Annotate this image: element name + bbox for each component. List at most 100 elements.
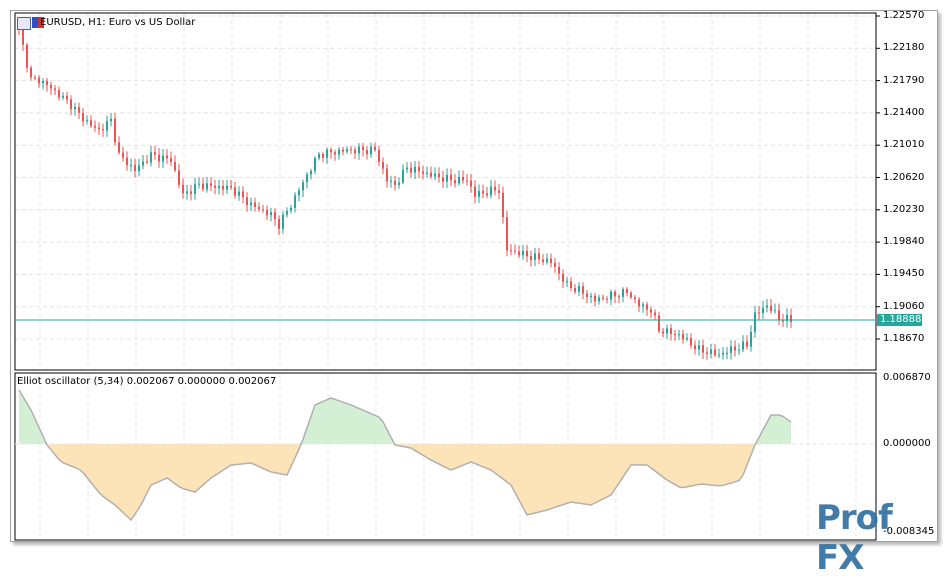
candle-body (770, 305, 772, 311)
candle-body (210, 183, 212, 186)
price-axis-label: 1.18670 (883, 333, 925, 344)
candle-body (754, 312, 756, 332)
candle-body (426, 172, 428, 174)
candle-body (478, 191, 480, 197)
prof-fx-logo: Prof FX (816, 498, 893, 578)
candle-body (510, 250, 512, 252)
candle-body (206, 183, 208, 190)
candle-body (94, 125, 96, 128)
candle-body (682, 334, 684, 340)
candle-body (270, 212, 272, 216)
candle-body (190, 191, 192, 194)
candle-body (778, 310, 780, 321)
candle-body (330, 149, 332, 153)
candle-body (178, 170, 180, 185)
candle-body (690, 338, 692, 346)
candle-body (66, 95, 68, 100)
candle-body (530, 256, 532, 260)
candle-body (494, 186, 496, 191)
osc-axis-max: 0.006870 (883, 372, 931, 383)
candle-body (726, 352, 728, 354)
candle-body (750, 331, 752, 347)
candle-body (26, 44, 28, 68)
candle-body (258, 206, 260, 210)
chart-properties-icon[interactable] (17, 17, 31, 30)
candle-body (562, 273, 564, 282)
candle-body (570, 281, 572, 288)
candle-body (470, 180, 472, 187)
candle-body (290, 207, 292, 211)
candle-body (542, 259, 544, 263)
candle-body (62, 95, 64, 98)
main-pane-border (14, 12, 877, 371)
osc-axis-zero: 0.000000 (883, 438, 931, 449)
candle-body (382, 162, 384, 169)
candle-body (354, 149, 356, 154)
candle-body (634, 297, 636, 300)
candle-body (666, 328, 668, 334)
candle-body (710, 349, 712, 355)
candle-body (418, 166, 420, 172)
candle-body (234, 187, 236, 196)
candle-body (714, 349, 716, 356)
candle-body (158, 154, 160, 162)
candle-body (618, 296, 620, 298)
candle-body (154, 152, 156, 155)
price-axis-label: 1.21400 (883, 106, 925, 118)
candle-body (538, 253, 540, 260)
candle-body (46, 80, 48, 86)
chart-title: EURUSD, H1: Euro vs US Dollar (40, 17, 196, 28)
candle-body (594, 295, 596, 302)
candle-body (670, 328, 672, 335)
indicator-title: Elliot oscillator (5,34) 0.002067 0.0000… (17, 376, 277, 387)
candle-body (694, 345, 696, 350)
candle-body (238, 191, 240, 196)
candle-body (286, 210, 288, 215)
candle-body (630, 292, 632, 298)
candle-body (34, 77, 36, 79)
candle-body (586, 293, 588, 297)
candle-body (278, 219, 280, 229)
candle-body (450, 174, 452, 181)
candle-body (170, 158, 172, 162)
price-axis-label: 1.19060 (883, 300, 925, 312)
candle-body (734, 346, 736, 351)
candle-body (322, 153, 324, 158)
candle-body (410, 167, 412, 173)
candle-body (54, 88, 56, 91)
candle-body (774, 310, 776, 312)
candle-body (78, 107, 80, 113)
candle-body (678, 334, 680, 336)
candle-body (622, 288, 624, 297)
candle-body (134, 164, 136, 172)
candle-body (518, 251, 520, 256)
candle-body (642, 304, 644, 307)
candle-body (462, 176, 464, 181)
candle-body (294, 195, 296, 208)
candle-body (546, 258, 548, 263)
candle-body (378, 150, 380, 163)
candle-body (366, 150, 368, 155)
candle-body (102, 129, 104, 131)
candle-body (650, 309, 652, 313)
candle-body (674, 334, 676, 336)
candle-body (218, 185, 220, 188)
candle-body (746, 341, 748, 347)
trading-icon[interactable] (32, 17, 44, 28)
candle-body (106, 121, 108, 131)
candle-body (338, 149, 340, 155)
candle-body (318, 153, 320, 159)
chart-canvas[interactable] (0, 0, 944, 546)
candle-body (118, 142, 120, 153)
oscillator-pane-border (14, 372, 877, 541)
candle-body (654, 312, 656, 316)
candle-body (414, 166, 416, 173)
candle-body (554, 262, 556, 267)
candle-body (242, 191, 244, 198)
candle-body (314, 158, 316, 171)
candle-body (130, 164, 132, 166)
candle-body (226, 185, 228, 190)
candle-body (114, 118, 116, 143)
candle-body (658, 315, 660, 332)
oscillator-line (18, 389, 792, 522)
